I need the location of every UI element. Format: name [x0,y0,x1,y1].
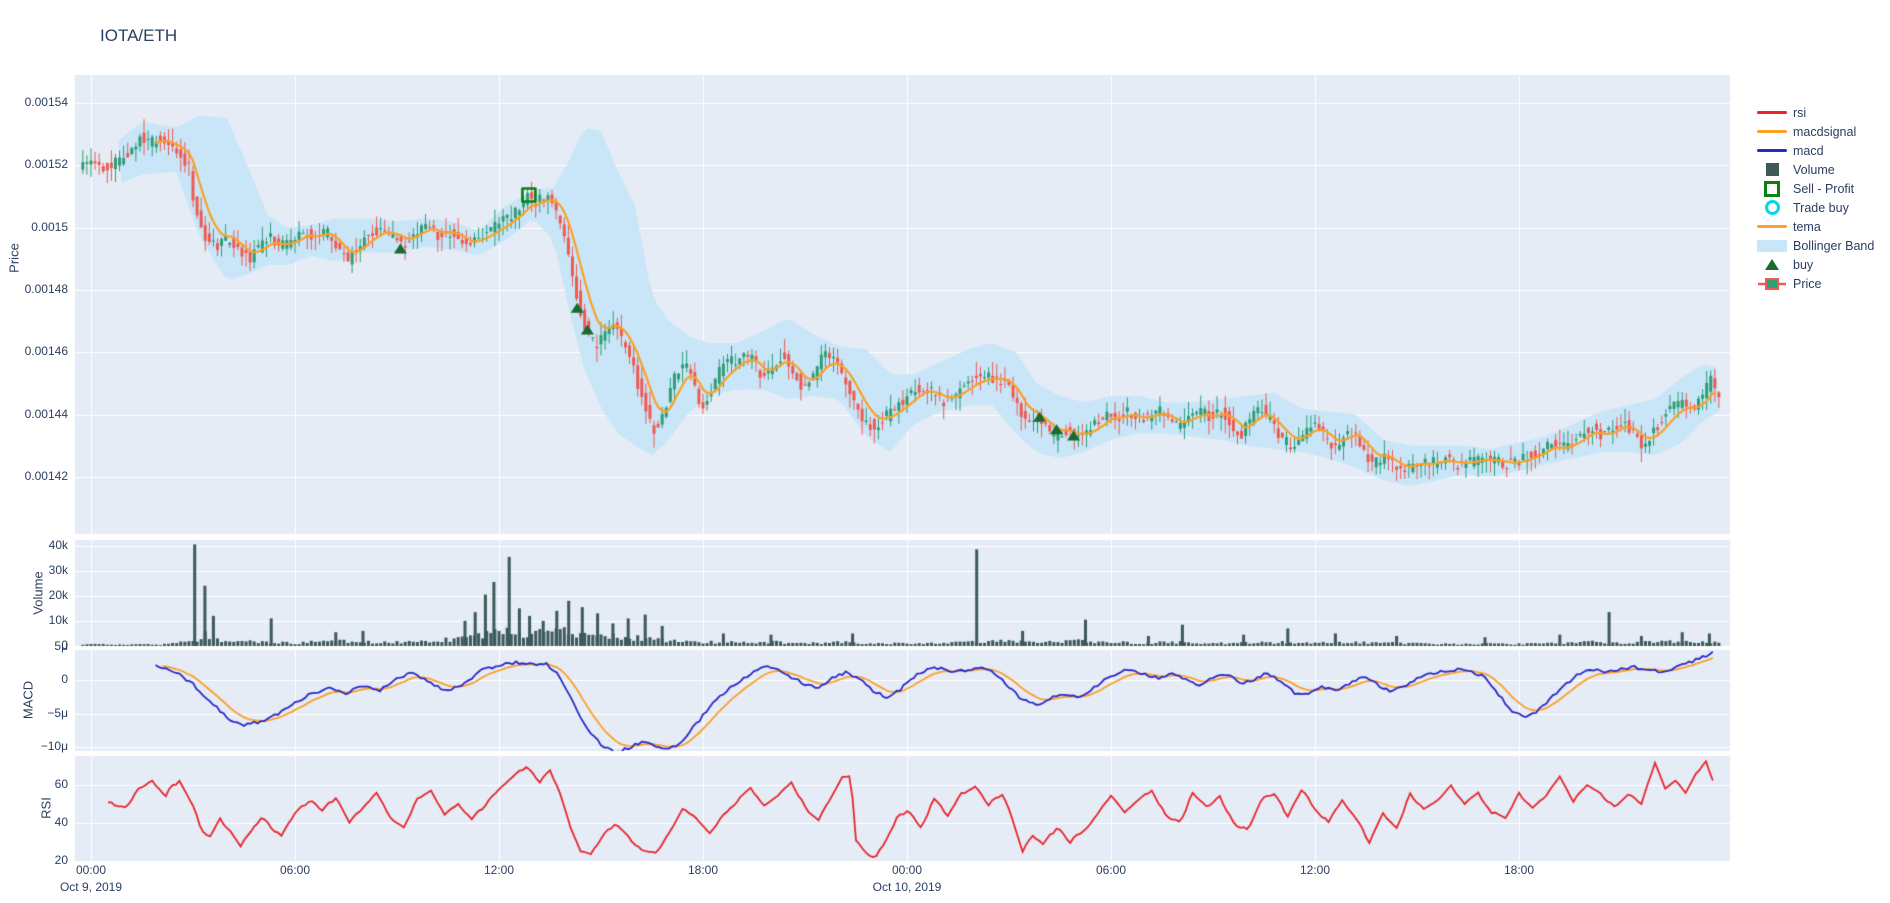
x-tick-label: 06:00 [279,863,311,877]
y-tick-label: 0.00148 [24,281,68,296]
square-open-icon [1756,180,1788,197]
y-tick-label: 0.00152 [24,157,68,172]
legend-label: buy [1793,257,1814,272]
line-icon [1756,111,1788,114]
y-tick-label: 0.00154 [24,95,68,109]
legend-label: macd [1793,143,1824,158]
y-tick-label: −10μ [40,739,68,753]
legend: rsi macdsignal macd Volume Sell - Profit Trad… [1756,103,1874,293]
y-tick-label: 0.00142 [24,468,68,483]
y-tick-label: 20k [48,587,68,602]
y-tick-label: 40k [48,537,68,552]
legend-item-macd[interactable]: macd [1756,141,1874,160]
y-tick-label: −5μ [47,705,68,720]
x-tick-label: 18:00 [1503,863,1535,877]
y-axis-title-price: Price [6,243,22,273]
y-tick-label: 10k [48,612,68,627]
legend-item-macdsignal[interactable]: macdsignal [1756,122,1874,141]
candle-icon [1756,277,1788,291]
y-tick-label: 40 [54,815,68,829]
x-tick-date-label: Oct 9, 2019 [59,880,123,894]
legend-item-buy[interactable]: buy [1756,255,1874,274]
line-icon [1756,149,1788,152]
legend-label: macdsignal [1793,124,1857,139]
legend-label: Trade buy [1793,200,1849,215]
x-tick-label: 12:00 [1299,863,1331,877]
legend-item-tema[interactable]: tema [1756,217,1874,236]
legend-item-trade-buy[interactable]: Trade buy [1756,198,1874,217]
y-tick-label: 5μ [54,638,68,653]
legend-item-price[interactable]: Price [1756,274,1874,293]
x-tick-label: 00:00 [75,863,107,877]
page-title: IOTA/ETH [100,26,178,45]
y-tick-label: 20 [54,853,68,867]
x-tick-label: 06:00 [1095,863,1127,877]
y-tick-label: 0.00146 [24,344,68,359]
legend-item-sell-profit[interactable]: Sell - Profit [1756,179,1874,198]
legend-label: Price [1793,276,1822,291]
legend-label: rsi [1793,105,1807,120]
legend-item-rsi[interactable]: rsi [1756,103,1874,122]
triangle-icon [1756,259,1788,270]
y-tick-label: 60 [54,777,68,791]
line-icon [1756,225,1788,228]
legend-item-bollinger-band[interactable]: Bollinger Band [1756,236,1874,255]
x-tick-label: 12:00 [483,863,515,877]
legend-label: Bollinger Band [1793,238,1875,253]
y-tick-label: 30k [48,562,68,577]
y-tick-label: 0.0015 [31,219,68,234]
x-tick-label: 18:00 [687,863,719,877]
x-tick-date-label: Oct 10, 2019 [872,880,942,894]
legend-label: tema [1793,219,1821,234]
circle-open-icon [1756,200,1788,215]
legend-label: Volume [1793,162,1835,177]
legend-item-volume[interactable]: Volume [1756,160,1874,179]
square-fill-icon [1756,163,1788,176]
band-icon [1756,239,1788,252]
legend-label: Sell - Profit [1793,181,1855,196]
y-tick-label: 0.00144 [24,406,68,421]
line-icon [1756,130,1788,133]
y-tick-label: 0 [61,638,68,652]
y-tick-label: 0 [61,672,68,686]
x-tick-label: 00:00 [891,863,923,877]
